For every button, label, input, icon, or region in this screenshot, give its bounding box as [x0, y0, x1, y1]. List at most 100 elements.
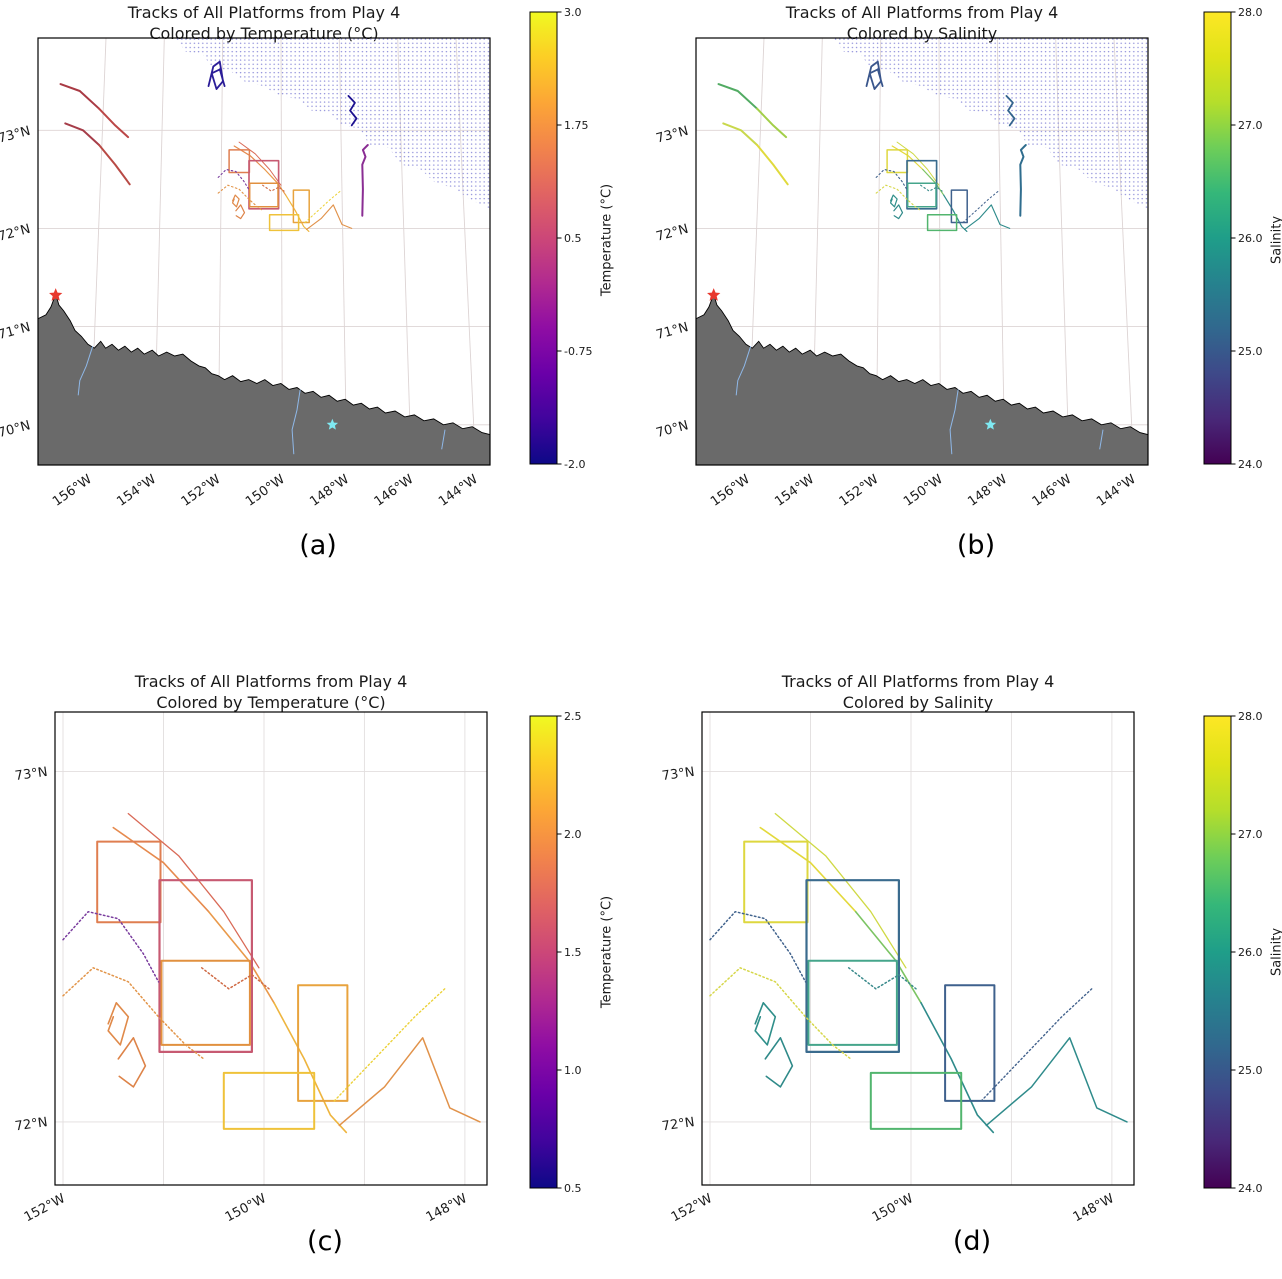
- colorbar-tick-label: 0.5: [564, 232, 582, 245]
- track-dotted-arc-2: [62, 967, 205, 1060]
- track-survey-box-5: [268, 213, 300, 232]
- colorbar-bar: [529, 715, 558, 1189]
- utqiagvik-star: [707, 288, 721, 301]
- y-tick-label: 73°N: [661, 765, 696, 784]
- map-axes: 152°W 150°W 148°W 73°N 72°N: [14, 711, 488, 1225]
- panel-b-title-line1: Tracks of All Platforms from Play 4: [785, 3, 1059, 22]
- x-tick-label: 156°W: [50, 472, 95, 510]
- track-loops-north: [207, 60, 226, 90]
- track-vee-east: [964, 204, 1011, 230]
- track-loop-1: [232, 194, 240, 208]
- map-contents: [55, 712, 487, 1185]
- panel-d-map: 152°W 150°W 148°W 73°N 72°N: [661, 711, 1135, 1225]
- y-tick-label: 73°N: [654, 124, 690, 147]
- deadhorse-star: [326, 418, 339, 430]
- colorbar-tick-label: 25.0: [1238, 1064, 1263, 1077]
- map-frame: [695, 37, 1149, 466]
- colorbar-group: 3.0 1.75 0.5 -0.75 -2.0: [529, 6, 592, 471]
- x-tick-label: 150°W: [243, 472, 288, 510]
- panel-c-map: 152°W 150°W 148°W 73°N 72°N: [14, 711, 488, 1225]
- track-arc-west-lower-2: [756, 144, 789, 186]
- x-tick-label: 148°W: [1071, 1191, 1117, 1225]
- track-survey-box-4: [292, 189, 310, 224]
- track-diagonal-upper: [238, 141, 282, 186]
- track-survey-box-4: [950, 189, 968, 224]
- panel-b-letter: (b): [956, 530, 996, 561]
- x-tick-label: 146°W: [372, 472, 417, 510]
- track-diagonal-long-3: [920, 1001, 995, 1134]
- y-tick-label: 72°N: [14, 1115, 49, 1134]
- colorbar-tick-label: 24.0: [1238, 458, 1263, 471]
- colorbar-tick-label: 1.75: [564, 119, 589, 132]
- track-line-east-vertical: [1019, 144, 1027, 217]
- panel-b-colorbar: 28.0 27.0 26.0 25.0 24.0: [1203, 6, 1263, 471]
- track-vee-east: [338, 1037, 481, 1127]
- y-tick-label: 73°N: [0, 124, 32, 147]
- track-survey-box-3: [906, 182, 937, 208]
- panel-a-colorbar-label: Temperature (°C): [599, 183, 615, 297]
- river: [1099, 429, 1104, 450]
- track-survey-box-2: [906, 159, 938, 210]
- track-survey-box-1: [886, 149, 909, 174]
- y-tick-label: 71°N: [654, 320, 690, 343]
- colorbar-tick-label: 2.0: [564, 828, 582, 841]
- track-survey-box-1: [228, 149, 251, 174]
- x-tick-label: 152°W: [22, 1191, 68, 1225]
- track-survey-box-2: [248, 159, 280, 210]
- track-loop-2: [117, 1036, 147, 1088]
- track-arc-west-upper-2: [756, 107, 788, 139]
- track-survey-box-3: [248, 182, 279, 208]
- river: [949, 389, 959, 455]
- colorbar-tick-label: 27.0: [1238, 828, 1263, 841]
- colorbar-group: 28.0 27.0 26.0 25.0 24.0: [1203, 6, 1263, 471]
- track-survey-box-3: [160, 959, 251, 1046]
- deadhorse-star: [984, 418, 997, 430]
- panel-c-letter: (c): [307, 1226, 343, 1257]
- colorbar-tick-label: 1.0: [564, 1064, 582, 1077]
- panel-c-colorbar: 2.5 2.0 1.5 1.0 0.5: [529, 710, 582, 1195]
- track-dotted-arc-1: [62, 910, 160, 983]
- panel-d-title-line2: Colored by Salinity: [842, 692, 994, 712]
- x-tick-label: 154°W: [772, 472, 817, 510]
- colorbar-bar: [1203, 11, 1232, 465]
- panel-c-title-line2: Colored by Temperature (°C): [156, 692, 386, 712]
- track-arc-west-lower-2: [98, 144, 131, 186]
- track-survey-box-1: [96, 840, 162, 924]
- panel-b-map: 156°W 154°W 152°W 150°W 148°W 146°W 144°W 73°N 7…: [654, 37, 1149, 510]
- panel-d-colorbar-label: Salinity: [1269, 927, 1282, 977]
- x-tick-label: 152°W: [669, 1191, 715, 1225]
- colorbar-group: 28.0 27.0 26.0 25.0 24.0: [1203, 710, 1263, 1195]
- track-arc-west-upper-2: [98, 107, 130, 139]
- track-dotted-arc-3: [200, 967, 270, 990]
- track-arc-west-lower-1: [722, 122, 759, 146]
- map-contents: [702, 712, 1134, 1185]
- x-tick-label: 146°W: [1030, 472, 1075, 510]
- panel-a-title-line1: Tracks of All Platforms from Play 4: [127, 3, 401, 22]
- panel-b-colorbar-label: Salinity: [1269, 215, 1282, 265]
- x-tick-label: 150°W: [870, 1191, 916, 1225]
- colorbar-tick-label: 26.0: [1238, 232, 1263, 245]
- track-survey-box-2: [805, 879, 900, 1053]
- track-dotted-arc-2: [709, 967, 852, 1060]
- y-tick-label: 72°N: [0, 222, 32, 245]
- track-dotted-diagonal-east: [333, 988, 446, 1102]
- colorbar-tick-label: 28.0: [1238, 710, 1263, 723]
- river: [77, 346, 94, 396]
- track-dotted-diagonal-east: [304, 190, 341, 224]
- track-loop-2: [893, 204, 904, 220]
- colorbar-tick-label: 0.5: [564, 1182, 582, 1195]
- x-tick-label: 144°W: [436, 472, 481, 510]
- river: [735, 346, 752, 396]
- x-tick-label: 152°W: [837, 472, 882, 510]
- track-survey-box-4: [944, 984, 996, 1102]
- colorbar-tick-label: -0.75: [564, 345, 592, 358]
- y-tick-label: 71°N: [0, 320, 32, 343]
- track-dotted-arc-3: [920, 184, 943, 192]
- map-contents: [696, 38, 1148, 465]
- track-dotted-arc-2: [875, 184, 922, 212]
- map-axes: 156°W 154°W 152°W 150°W 148°W 146°W 144°W 73°N 7…: [654, 37, 1149, 510]
- x-tick-label: 148°W: [424, 1191, 470, 1225]
- track-diagonal-long-3: [285, 194, 310, 232]
- track-diagonal-upper: [127, 812, 260, 969]
